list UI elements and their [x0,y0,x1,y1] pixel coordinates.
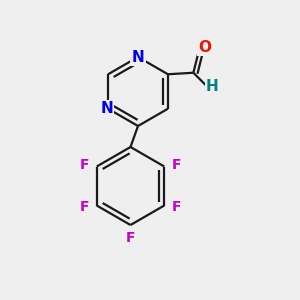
Text: O: O [198,40,211,55]
Text: N: N [100,101,113,116]
Text: N: N [132,50,144,64]
Text: F: F [126,231,135,244]
Text: H: H [206,79,219,94]
Text: F: F [80,158,89,172]
Text: F: F [172,158,182,172]
Text: F: F [172,200,182,214]
Text: F: F [80,200,89,214]
